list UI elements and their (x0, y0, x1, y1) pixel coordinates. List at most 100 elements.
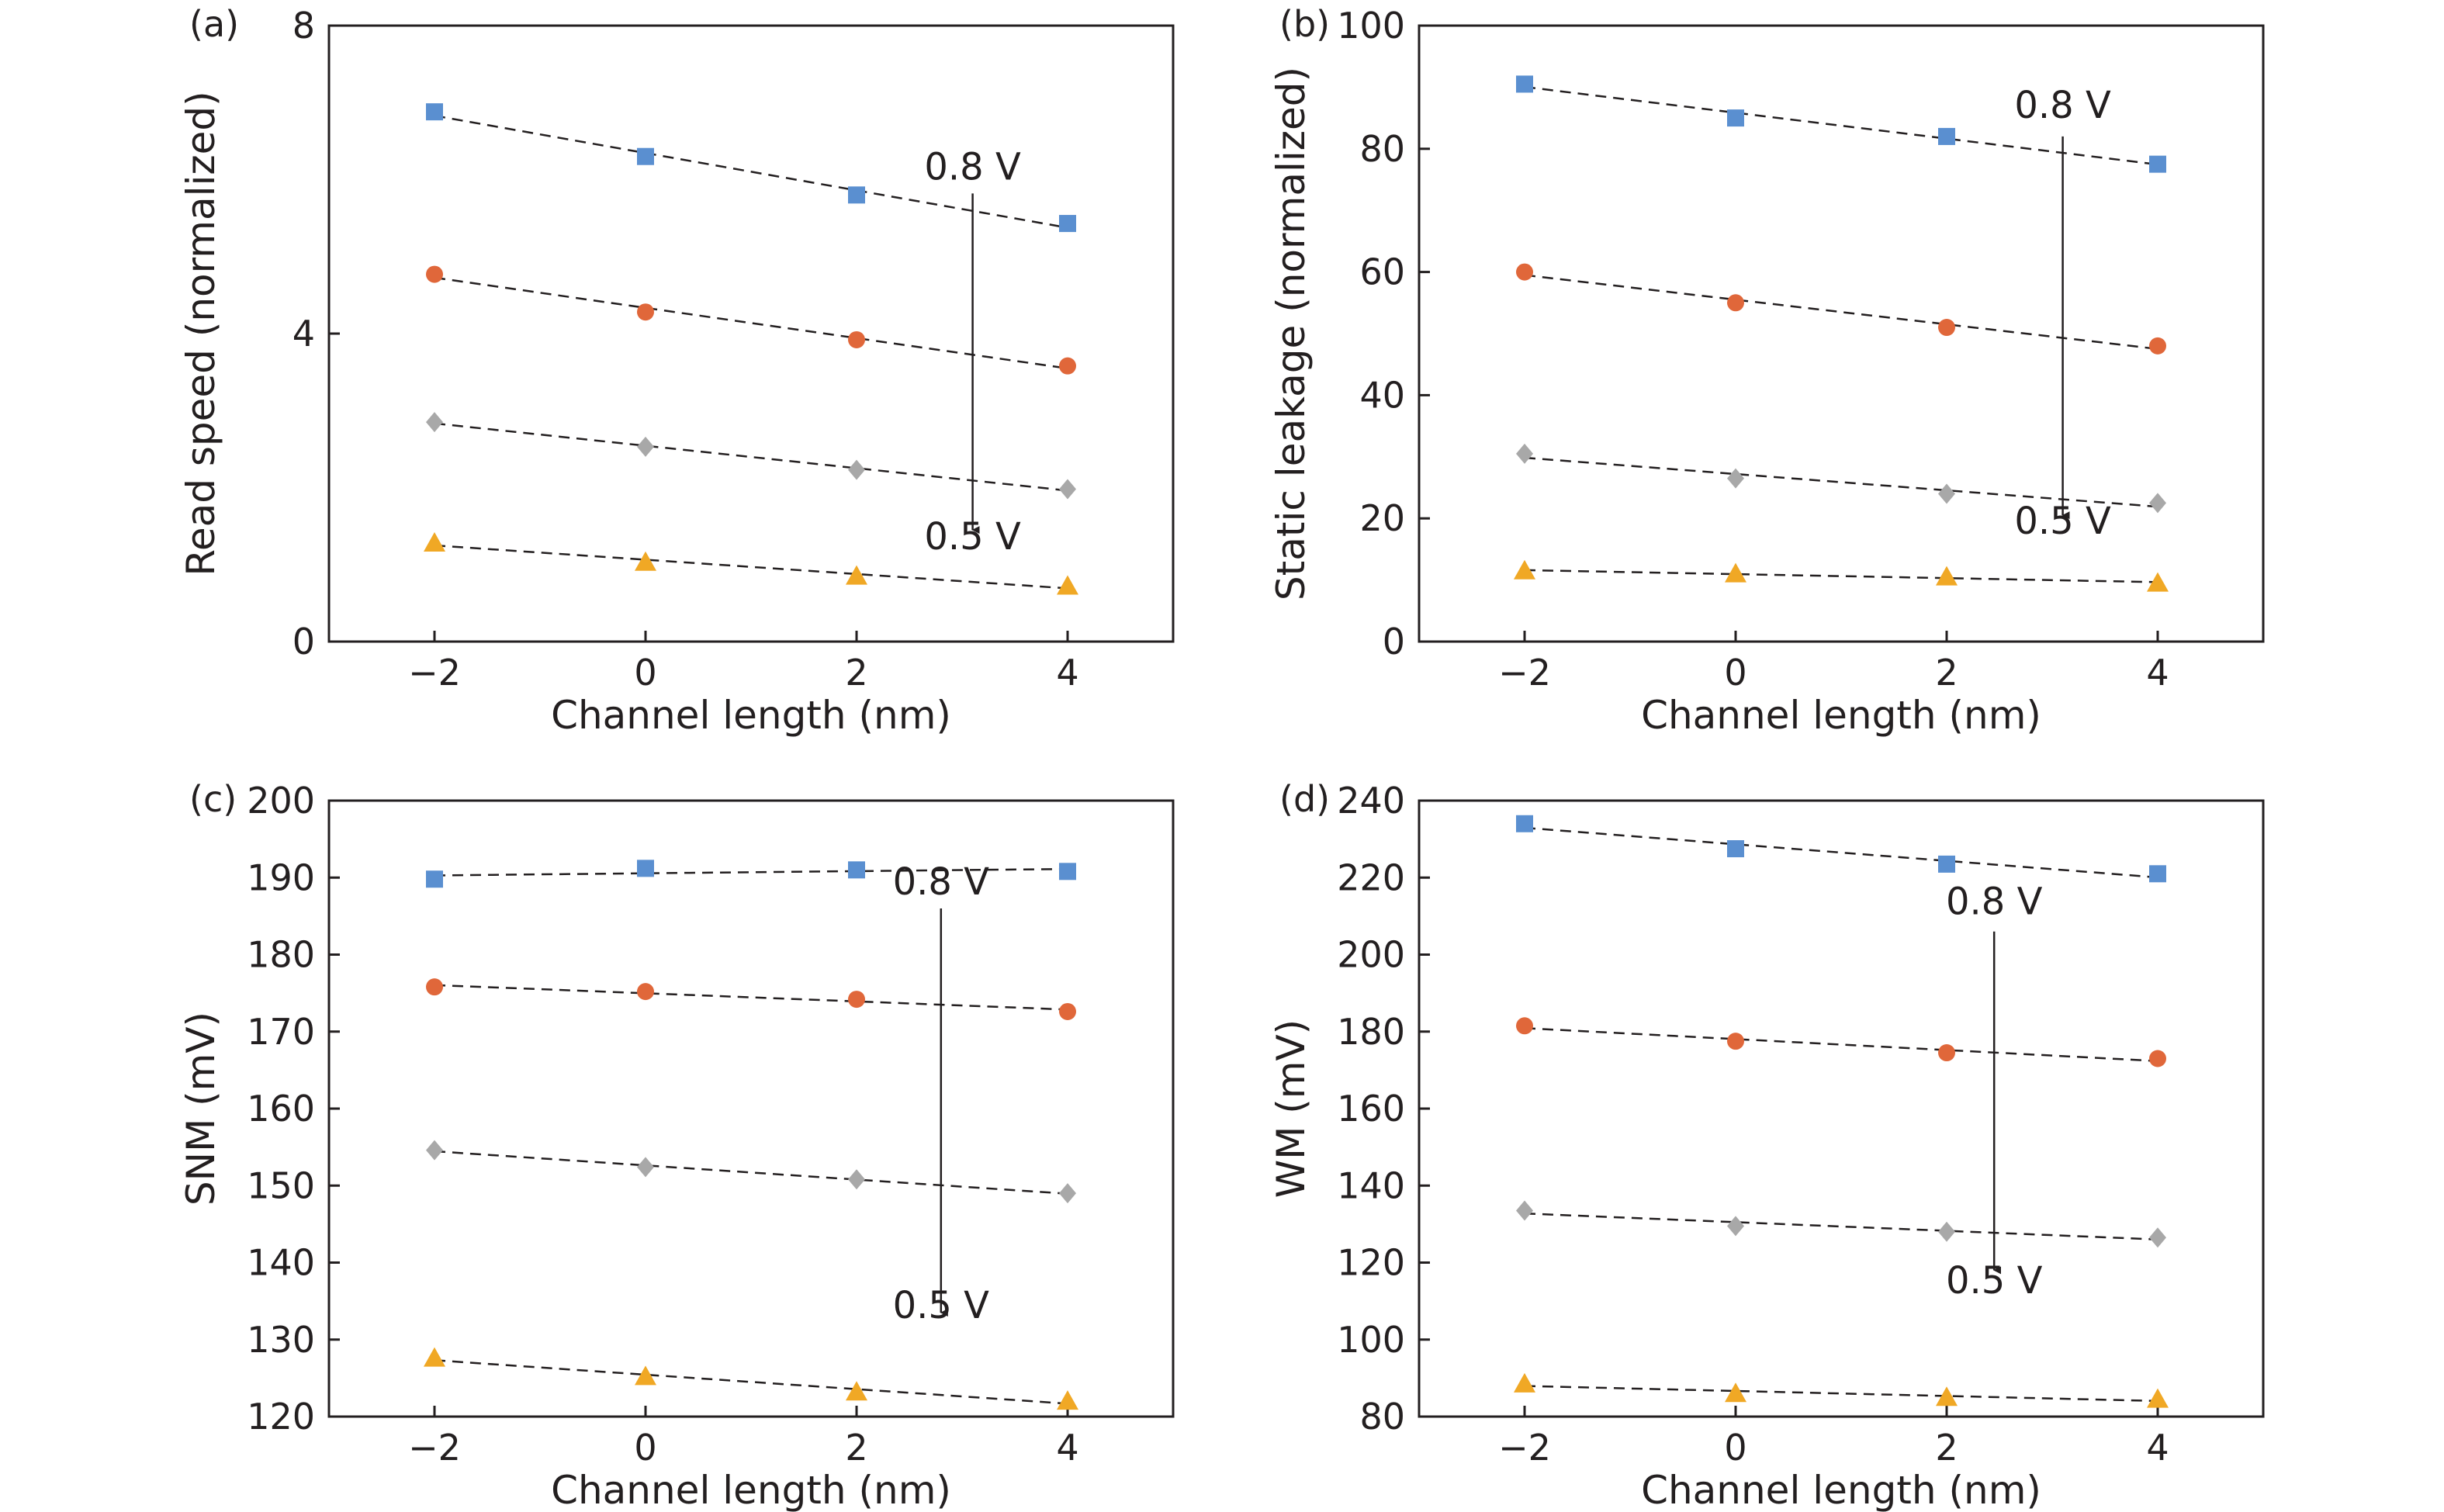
triangle-marker (1057, 1390, 1078, 1410)
triangle-marker (1057, 575, 1078, 595)
triangle-marker (846, 565, 867, 585)
panel-c: (c) Channel length (nm) SNM (mV) −2 0 2 4 12… (178, 778, 1175, 1512)
fit-line-triangle (434, 1359, 1068, 1405)
y-tick-label: 170 (247, 1011, 315, 1053)
diamond-marker (1516, 1200, 1533, 1221)
y-tick-label: 80 (1359, 128, 1405, 170)
triangle-marker (1514, 1372, 1535, 1393)
panel-label: (a) (189, 3, 239, 45)
diamond-marker (426, 1140, 443, 1161)
x-tick-label: −2 (408, 652, 461, 694)
y-axis-label: WM (mV) (1269, 1019, 1314, 1198)
triangle-marker (635, 1365, 656, 1386)
square-marker (2149, 155, 2166, 173)
x-tick-label: −2 (408, 1427, 461, 1469)
series-group (424, 860, 1078, 1410)
y-tick-label: 160 (1337, 1088, 1405, 1130)
x-tick-label: 2 (1935, 1427, 1958, 1469)
square-marker (1516, 75, 1533, 93)
panel-label: (d) (1279, 778, 1330, 820)
triangle-marker (1725, 1382, 1746, 1403)
circle-marker (637, 983, 654, 1001)
series-group (1514, 815, 2169, 1408)
y-tick-label: 140 (247, 1242, 315, 1284)
y-tick-label: 160 (247, 1088, 315, 1130)
triangle-marker (1725, 562, 1746, 583)
square-marker (637, 147, 654, 165)
y-tick-label: 130 (247, 1319, 315, 1361)
series-group (1514, 75, 2169, 592)
x-tick-label: 4 (1056, 1427, 1078, 1469)
diamond-marker (2149, 493, 2166, 514)
triangle-marker (846, 1381, 867, 1401)
triangle-marker (1936, 1386, 1958, 1406)
x-tick-label: 0 (1724, 652, 1746, 694)
fit-line-diamond (1524, 1212, 2158, 1240)
square-marker (848, 861, 865, 879)
plot-frame (1418, 799, 2265, 1418)
square-marker (426, 870, 443, 888)
y-tick-label: 140 (1337, 1164, 1405, 1206)
circle-marker (1727, 294, 1744, 312)
voltage-arrow: 0.8 V 0.5 V (924, 146, 1021, 559)
y-tick-label: 180 (247, 934, 315, 976)
arrow-top-label: 0.8 V (924, 146, 1021, 189)
circle-marker (1059, 1002, 1076, 1020)
plot-frame (327, 799, 1175, 1418)
ticks: −2 0 2 4 0 4 8 (293, 5, 1079, 694)
arrow-top-label: 0.8 V (1946, 880, 2043, 923)
triangle-marker (635, 551, 656, 571)
circle-marker (2149, 337, 2166, 355)
voltage-arrow: 0.8 V 0.5 V (2014, 84, 2111, 543)
y-tick-label: 120 (1337, 1242, 1405, 1284)
x-tick-label: 2 (845, 1427, 867, 1469)
panel-label: (c) (189, 778, 237, 820)
x-tick-label: 2 (845, 652, 867, 694)
x-tick-label: 4 (2146, 1427, 2169, 1469)
y-tick-label: 180 (1337, 1011, 1405, 1053)
x-axis-label: Channel length (nm) (551, 693, 951, 738)
y-tick-label: 0 (1383, 621, 1405, 663)
square-marker (2149, 865, 2166, 883)
x-tick-label: 0 (634, 1427, 656, 1469)
x-tick-label: 0 (1724, 1427, 1746, 1469)
x-tick-label: 2 (1935, 652, 1958, 694)
triangle-marker (2147, 1388, 2169, 1408)
diamond-marker (1938, 483, 1955, 504)
diamond-marker (2149, 1227, 2166, 1248)
x-tick-label: −2 (1498, 652, 1551, 694)
y-tick-label: 8 (293, 5, 315, 47)
panel-b: (b) Channel length (nm) Static leakage (… (1269, 3, 2265, 738)
diamond-marker (1059, 1183, 1076, 1204)
circle-marker (1516, 1017, 1533, 1035)
circle-marker (1059, 357, 1076, 375)
square-marker (1059, 863, 1076, 881)
y-tick-label: 100 (1337, 5, 1405, 47)
circle-marker (848, 330, 865, 348)
diamond-marker (1059, 479, 1076, 500)
voltage-arrow: 0.8 V 0.5 V (893, 860, 990, 1327)
plot-frame (327, 24, 1175, 643)
x-tick-label: 0 (634, 652, 656, 694)
diamond-marker (848, 1169, 865, 1190)
fit-line-circle (1524, 1027, 2158, 1062)
y-tick-label: 20 (1359, 497, 1405, 539)
y-axis-label: SNM (mV) (178, 1012, 223, 1206)
square-marker (637, 860, 654, 877)
square-marker (1059, 215, 1076, 233)
circle-marker (426, 978, 443, 996)
arrow-bottom-label: 0.5 V (893, 1284, 990, 1327)
square-marker (1516, 815, 1533, 832)
diamond-marker (1727, 468, 1744, 489)
y-tick-label: 220 (1337, 856, 1405, 898)
fit-line-circle (434, 984, 1068, 1011)
y-tick-label: 150 (247, 1164, 315, 1206)
y-tick-label: 4 (293, 313, 315, 355)
y-axis-label: Read speed (normalized) (178, 91, 223, 576)
square-marker (1938, 127, 1955, 145)
x-axis-label: Channel length (nm) (551, 1468, 951, 1512)
square-marker (1938, 855, 1955, 873)
y-tick-label: 80 (1359, 1396, 1405, 1438)
x-tick-label: 4 (2146, 652, 2169, 694)
